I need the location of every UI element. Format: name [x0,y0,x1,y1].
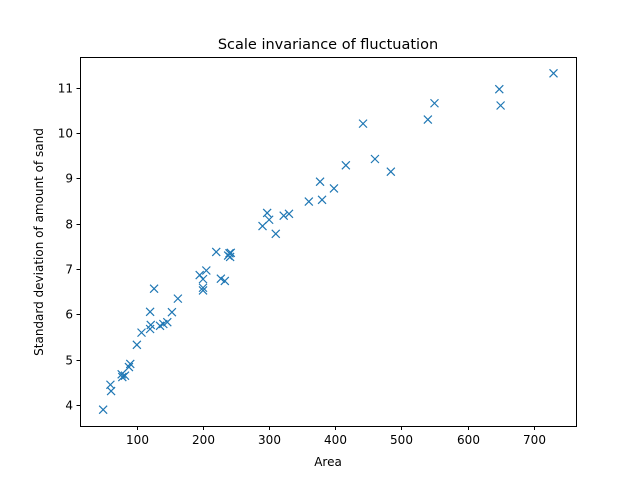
data-point [117,372,127,382]
data-point [149,284,159,294]
x-tick-label: 100 [126,433,149,447]
data-point [198,274,208,284]
data-point [225,248,234,258]
data-point [173,294,183,304]
data-point [198,286,208,295]
data-point [125,359,135,369]
y-tick-label: 10 [58,127,73,141]
x-tick-label: 200 [192,433,215,447]
data-point [329,184,339,193]
data-point [132,340,142,350]
data-point [315,177,325,187]
x-tick-label: 600 [457,433,480,447]
data-point [145,307,155,317]
x-axis-label: Area [314,455,342,469]
data-point [106,386,116,396]
y-tick-label: 4 [65,399,73,413]
x-tick-label: 500 [390,433,413,447]
data-point [162,317,172,327]
data-points [98,68,558,415]
data-point [430,98,439,108]
chart-title: Scale invariance of fluctuation [218,37,438,53]
data-point [146,320,156,330]
data-point [226,248,236,258]
y-tick-label: 9 [65,172,73,186]
data-point [211,247,221,257]
data-point [201,266,211,275]
x-axis-ticks: 100 200 300 400 500 600 700 [126,426,546,447]
data-point [262,208,272,218]
data-point [137,328,146,338]
data-point [549,68,558,78]
y-tick-label: 11 [58,82,73,96]
data-point [358,119,368,129]
x-tick-label: 300 [258,433,281,447]
plot-area-frame [80,57,577,427]
data-point [304,197,314,207]
data-point [284,209,294,219]
data-point [370,154,380,164]
data-point [341,160,351,170]
y-tick-label: 7 [65,263,73,277]
data-point [317,195,327,205]
data-point [496,101,506,110]
data-point [423,115,433,124]
y-axis-label: Standard deviation of amount of sand [32,128,46,356]
data-point [494,84,504,94]
y-tick-label: 8 [65,218,73,232]
data-point [279,211,289,221]
x-tick-label: 700 [523,433,546,447]
y-tick-label: 5 [65,354,73,368]
data-point [98,405,108,415]
data-point [271,229,281,239]
data-point [198,283,208,293]
data-point [120,371,130,381]
data-point [216,274,226,284]
y-tick-label: 6 [65,308,73,322]
data-point [386,167,396,177]
x-tick-label: 400 [324,433,347,447]
data-point [220,276,230,286]
data-point [167,307,177,317]
y-axis-ticks: 4 5 6 7 8 9 10 11 [58,82,81,413]
data-point [264,215,274,225]
